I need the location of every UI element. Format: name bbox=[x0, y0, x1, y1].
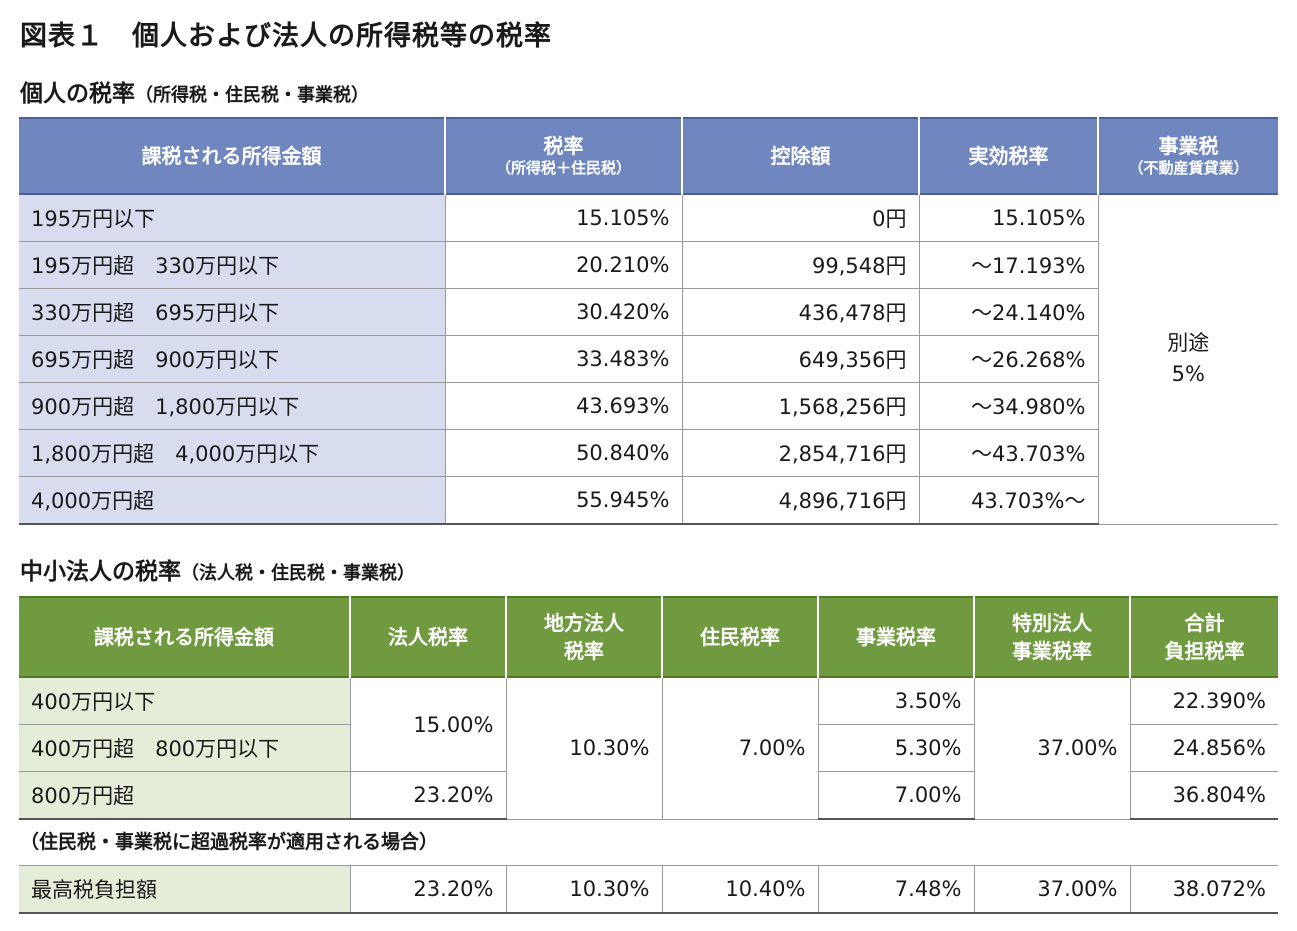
col-header-resident: 住民税率 bbox=[661, 597, 818, 677]
effective-rate: ～17.193% bbox=[918, 241, 1098, 289]
individual-heading-main: 個人の税率 bbox=[20, 81, 135, 107]
col-header-business: 事業税 （不動産賃貸業） bbox=[1097, 118, 1278, 194]
tax-rate: 43.693% bbox=[444, 382, 682, 430]
income-bracket: 1,800万円超 4,000万円以下 bbox=[19, 429, 445, 477]
income-bracket: 195万円以下 bbox=[19, 194, 445, 242]
table-row: 1,800万円超 4,000万円以下 50.840% 2,854,716円 ～4… bbox=[19, 429, 1278, 477]
income-bracket: 400万円以下 bbox=[19, 677, 350, 725]
tax-rate: 15.105% bbox=[444, 194, 682, 242]
col-header-local-corp: 地方法人 税率 bbox=[505, 597, 662, 677]
total-tax-rate: 24.856% bbox=[1129, 724, 1278, 772]
table-row: 195万円超 330万円以下 20.210% 99,548円 ～17.193% bbox=[19, 241, 1278, 289]
local-corp-tax-rate: 10.30% bbox=[505, 865, 662, 914]
total-header-1: 合計 bbox=[1184, 611, 1225, 635]
corporate-tax-table: 課税される所得金額 法人税率 地方法人 税率 住民税率 事業税率 特別法人 事業税率… bbox=[19, 596, 1278, 820]
income-bracket: 400万円超 800万円以下 bbox=[19, 724, 350, 772]
corporate-heading-sub: （法人税・住民税・事業税） bbox=[181, 563, 415, 584]
effective-rate: ～43.703% bbox=[918, 429, 1098, 477]
table-row: 4,000万円超 55.945% 4,896,716円 43.703%～ bbox=[19, 476, 1278, 525]
table-row: 195万円以下 15.105% 0円 15.105% 別途 5% bbox=[19, 194, 1278, 525]
corp-tax-rate-high: 23.20% bbox=[349, 771, 506, 820]
total-header-2: 負担税率 bbox=[1164, 639, 1245, 663]
effective-rate: 15.105% bbox=[918, 194, 1098, 242]
effective-rate: ～26.268% bbox=[918, 335, 1098, 383]
resident-tax-rate: 10.40% bbox=[661, 865, 818, 914]
special-header-2: 事業税率 bbox=[1012, 639, 1092, 663]
enterprise-tax-rate: 5.30% bbox=[817, 724, 974, 772]
col-header-income: 課税される所得金額 bbox=[19, 597, 350, 677]
col-header-deduction: 控除額 bbox=[681, 118, 919, 194]
corporate-heading-main: 中小法人の税率 bbox=[20, 559, 181, 585]
table-row: 最高税負担額 23.20% 10.30% 10.40% 7.48% 37.00%… bbox=[19, 865, 1278, 914]
enterprise-tax-rate: 7.48% bbox=[817, 865, 974, 914]
tax-rate: 30.420% bbox=[444, 288, 682, 336]
table-row: 695万円超 900万円以下 33.483% 649,356円 ～26.268% bbox=[19, 335, 1278, 383]
max-burden-label: 最高税負担額 bbox=[19, 865, 350, 914]
table-row: 400万円以下 15.00% 10.30% 7.00% 3.50% 37.00%… bbox=[19, 677, 1278, 820]
individual-header-row: 課税される所得金額 税率 （所得税＋住民税） 控除額 実効税率 事業税 （不動産賃貸… bbox=[19, 118, 1278, 194]
enterprise-tax-rate: 7.00% bbox=[817, 771, 974, 820]
deduction: 1,568,256円 bbox=[681, 382, 919, 430]
business-header-label: 事業税 bbox=[1158, 134, 1219, 159]
table-row: 400万円超 800万円以下 5.30% 24.856% bbox=[19, 724, 1278, 772]
individual-heading: 個人の税率（所得税・住民税・事業税） bbox=[20, 74, 369, 108]
income-bracket: 695万円超 900万円以下 bbox=[19, 335, 445, 383]
rate-header-label: 税率 bbox=[543, 134, 584, 159]
income-bracket: 900万円超 1,800万円以下 bbox=[19, 382, 445, 430]
corp-tax-rate-low: 15.00% bbox=[349, 677, 506, 772]
deduction: 2,854,716円 bbox=[681, 429, 919, 477]
income-bracket: 195万円超 330万円以下 bbox=[19, 241, 445, 289]
col-header-effective: 実効税率 bbox=[918, 118, 1098, 194]
local-corp-header-2: 税率 bbox=[564, 639, 604, 663]
corporate-heading: 中小法人の税率（法人税・住民税・事業税） bbox=[20, 552, 415, 586]
business-header-sub: （不動産賃貸業） bbox=[1128, 159, 1249, 178]
local-corp-header-1: 地方法人 bbox=[544, 611, 624, 635]
deduction: 0円 bbox=[681, 194, 919, 242]
col-header-corp-tax: 法人税率 bbox=[349, 597, 506, 677]
tax-rate: 55.945% bbox=[444, 476, 682, 525]
col-header-total: 合計 負担税率 bbox=[1129, 597, 1278, 677]
effective-rate: 43.703%～ bbox=[918, 476, 1098, 525]
figure-title: 図表１ 個人および法人の所得税等の税率 bbox=[20, 21, 552, 52]
individual-tax-table: 課税される所得金額 税率 （所得税＋住民税） 控除額 実効税率 事業税 （不動産賃貸… bbox=[19, 117, 1278, 525]
corp-tax-rate: 23.20% bbox=[349, 865, 506, 914]
business-tax-line2: 5% bbox=[1171, 362, 1205, 387]
income-bracket: 800万円超 bbox=[19, 771, 350, 820]
deduction: 99,548円 bbox=[681, 241, 919, 289]
income-bracket: 4,000万円超 bbox=[19, 476, 445, 525]
special-header-1: 特別法人 bbox=[1012, 611, 1092, 635]
table-row: 800万円超 23.20% 7.00% 36.804% bbox=[19, 771, 1278, 820]
local-corp-tax-rate: 10.30% bbox=[505, 677, 662, 820]
table-row: 330万円超 695万円以下 30.420% 436,478円 ～24.140% bbox=[19, 288, 1278, 336]
business-tax-line1: 別途 bbox=[1167, 330, 1210, 355]
rate-header-sub: （所得税＋住民税） bbox=[495, 159, 631, 178]
special-enterprise-tax-rate: 37.00% bbox=[973, 677, 1130, 820]
effective-rate: ～24.140% bbox=[918, 288, 1098, 336]
col-header-enterprise: 事業税率 bbox=[817, 597, 974, 677]
effective-rate: ～34.980% bbox=[918, 382, 1098, 430]
table-row: 900万円超 1,800万円以下 43.693% 1,568,256円 ～34.… bbox=[19, 382, 1278, 430]
income-bracket: 330万円超 695万円以下 bbox=[19, 288, 445, 336]
tax-rate: 33.483% bbox=[444, 335, 682, 383]
total-tax-rate: 22.390% bbox=[1129, 677, 1278, 725]
excess-rate-note: （住民税・事業税に超過税率が適用される場合） bbox=[20, 831, 439, 853]
col-header-rate: 税率 （所得税＋住民税） bbox=[444, 118, 682, 194]
business-tax-cell: 別途 5% bbox=[1097, 194, 1278, 525]
individual-heading-sub: （所得税・住民税・事業税） bbox=[135, 85, 369, 106]
special-enterprise-tax-rate: 37.00% bbox=[973, 865, 1130, 914]
deduction: 436,478円 bbox=[681, 288, 919, 336]
corporate-header-row: 課税される所得金額 法人税率 地方法人 税率 住民税率 事業税率 特別法人 事業税率… bbox=[19, 597, 1278, 677]
col-header-income: 課税される所得金額 bbox=[19, 118, 445, 194]
total-tax-rate: 36.804% bbox=[1129, 771, 1278, 820]
deduction: 4,896,716円 bbox=[681, 476, 919, 525]
total-tax-rate: 38.072% bbox=[1129, 865, 1278, 914]
tax-rate: 50.840% bbox=[444, 429, 682, 477]
deduction: 649,356円 bbox=[681, 335, 919, 383]
tax-rate: 20.210% bbox=[444, 241, 682, 289]
excess-rate-table: 最高税負担額 23.20% 10.30% 10.40% 7.48% 37.00%… bbox=[19, 865, 1278, 914]
resident-tax-rate: 7.00% bbox=[661, 677, 818, 820]
col-header-special: 特別法人 事業税率 bbox=[973, 597, 1130, 677]
enterprise-tax-rate: 3.50% bbox=[817, 677, 974, 725]
